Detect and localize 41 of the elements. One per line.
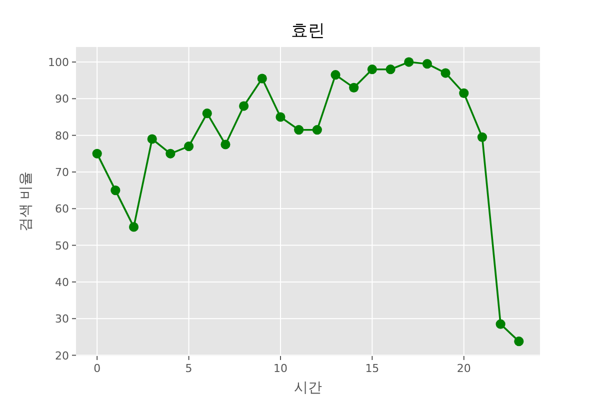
point bbox=[514, 336, 524, 346]
point bbox=[276, 112, 286, 122]
y-tick-label: 70 bbox=[55, 166, 69, 179]
point bbox=[128, 222, 139, 232]
point bbox=[330, 70, 340, 80]
x-tick-label: 0 bbox=[94, 362, 101, 375]
point bbox=[257, 74, 267, 84]
point bbox=[440, 68, 450, 78]
y-tick-label: 100 bbox=[48, 56, 69, 70]
point bbox=[404, 57, 414, 67]
point bbox=[220, 140, 230, 150]
point bbox=[312, 125, 322, 135]
point bbox=[294, 125, 304, 135]
y-tick-label: 60 bbox=[55, 202, 69, 216]
y-tick-label: 40 bbox=[55, 276, 69, 289]
point bbox=[459, 88, 469, 98]
point bbox=[386, 64, 396, 74]
point bbox=[184, 142, 194, 152]
y-tick-label: 20 bbox=[55, 349, 69, 362]
y-tick-label: 80 bbox=[55, 129, 69, 142]
point bbox=[147, 134, 157, 144]
point bbox=[92, 148, 102, 158]
y-tick-label: 90 bbox=[55, 92, 69, 106]
point bbox=[166, 148, 176, 158]
y-tick-label: 50 bbox=[55, 239, 69, 252]
x-axis-title: 시간 bbox=[294, 380, 322, 396]
point bbox=[367, 64, 377, 74]
x-tick-label: 20 bbox=[456, 362, 471, 375]
point bbox=[239, 101, 249, 111]
y-tick-label: 30 bbox=[55, 312, 69, 326]
chart-title: 효린 bbox=[291, 21, 325, 41]
point bbox=[202, 108, 212, 118]
y-axis-title: 검색 비율 bbox=[18, 171, 34, 232]
x-tick-label: 15 bbox=[365, 362, 380, 375]
point bbox=[422, 59, 432, 69]
x-tick-label: 10 bbox=[273, 362, 288, 375]
point bbox=[496, 319, 506, 329]
point bbox=[110, 186, 120, 196]
point bbox=[477, 132, 488, 142]
point bbox=[349, 82, 359, 92]
x-tick-label: 5 bbox=[185, 362, 192, 375]
